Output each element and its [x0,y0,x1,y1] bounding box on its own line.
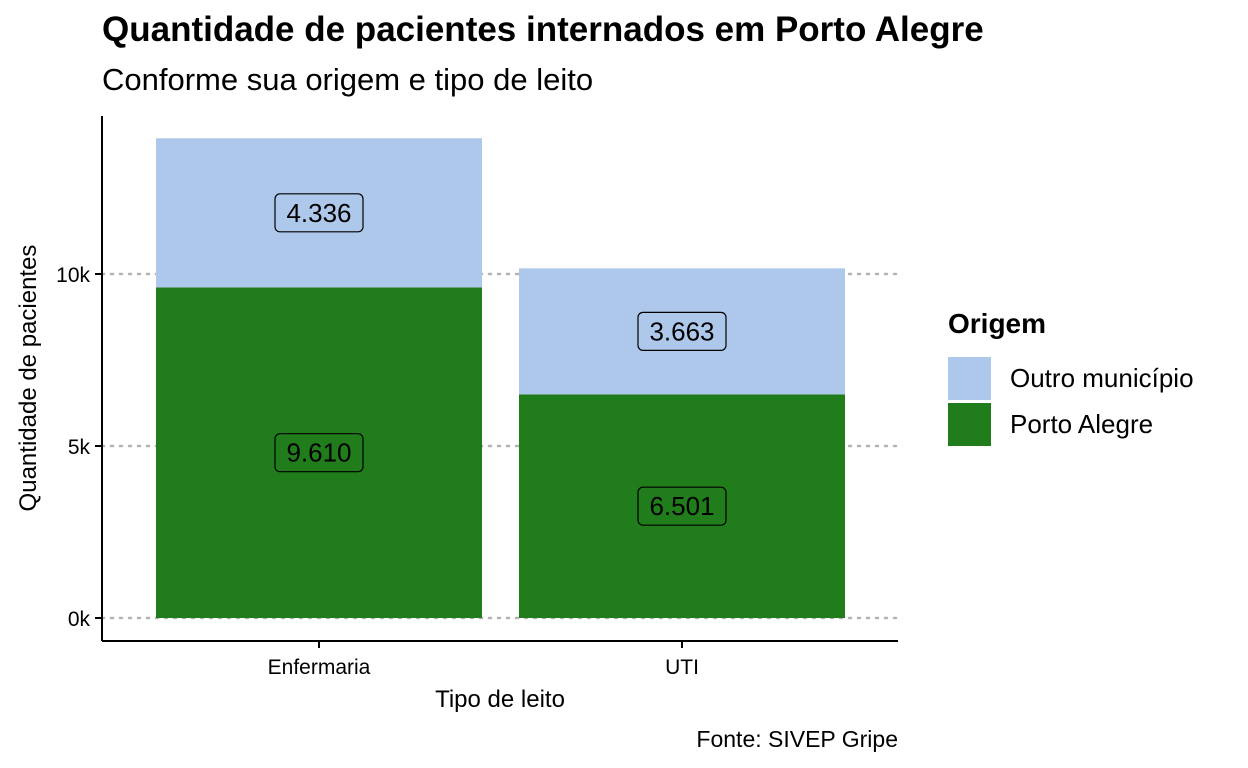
bar-segment [156,287,482,618]
y-tick-label: 5k [68,436,91,459]
legend-title: Origem [948,308,1047,339]
chart-caption: Fonte: SIVEP Gripe [696,726,898,752]
data-label: 6.501 [649,491,714,521]
x-tick-label: UTI [665,656,699,679]
x-tick-label: Enfermaria [268,656,371,679]
chart-title: Quantidade de pacientes internados em Po… [102,10,984,49]
data-label: 9.610 [286,438,351,468]
bar-segment [519,394,845,618]
data-label-box [274,193,364,233]
y-tick-label: 10k [56,264,90,287]
legend-item-porto-alegre: Porto Alegre [948,403,1153,446]
y-axis-title: Quantidade de pacientes [15,245,42,512]
chart-subtitle: Conforme sua origem e tipo de leito [102,62,594,97]
data-label-box [637,311,727,351]
bar-segment [519,268,845,395]
x-axis-title: Tipo de leito [435,686,565,713]
legend-label-outro-municipio: Outro município [1010,363,1194,393]
data-label: 4.336 [286,198,351,228]
data-label: 3.663 [649,316,714,346]
x-axis: Enfermaria UTI [268,641,699,679]
legend-swatch-porto-alegre [948,403,991,446]
y-axis: 0k 5k 10k [56,264,102,631]
bar-segment [156,138,482,288]
y-tick-label: 0k [68,608,91,631]
gridlines [100,272,900,620]
legend-item-outro-municipio: Outro município [948,357,1194,400]
legend-swatch-outro-municipio [948,357,991,400]
bars-group [156,138,845,618]
data-label-box [637,486,727,526]
data-label-box [274,433,364,473]
data-labels-group: 9.610 4.336 6.501 3.663 [274,193,727,526]
legend-label-porto-alegre: Porto Alegre [1010,409,1154,439]
